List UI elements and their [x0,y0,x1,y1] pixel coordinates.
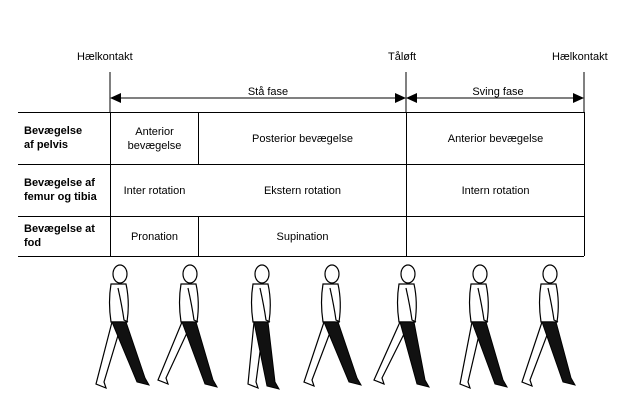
walking-figure [521,264,577,388]
walking-figure [157,264,219,388]
cell-femur-inter: Inter rotation [123,184,186,197]
walking-figure [303,264,363,388]
cell-pelvis-anterior-1: Anterior bevægelse [127,125,182,152]
cell-foot-pronation: Pronation [130,230,179,243]
table-col-line-1 [110,112,111,256]
cell-femur-ekstern: Ekstern rotation [263,184,342,197]
walking-figure [95,264,151,390]
row-label-femur-tibia: Bevægelse af femur og tibia [24,177,97,203]
table-col-line-3 [406,112,407,256]
cell-femur-intern: Intern rotation [461,184,530,197]
row-label-foot: Bevægelse at fod [24,223,95,249]
cell-pelvis-anterior-2: Anterior bevægelse [447,132,544,145]
stance-phase-label: Stå fase [247,86,289,98]
table-col-line-2c [198,216,199,256]
table-border-top [18,112,584,113]
marker-heel-strike-start: Hælkontakt [77,51,133,63]
table-divider-2 [18,216,584,217]
phase-arrows [109,72,585,112]
cell-foot-empty [407,217,584,256]
table-divider-1 [18,164,584,165]
walking-figure [373,264,431,388]
table-col-line-2a [198,112,199,164]
table-col-line-4 [584,112,585,256]
cell-foot-supination: Supination [276,230,329,243]
marker-heel-strike-end: Hælkontakt [552,51,608,63]
cell-pelvis-posterior: Posterior bevægelse [252,132,353,145]
gait-cycle-figures [95,264,577,390]
swing-phase-label: Sving fase [472,86,524,98]
walking-figure [247,264,281,390]
row-label-pelvis: Bevægelse af pelvis [24,125,83,151]
table-border-bottom [18,256,584,257]
marker-toe-off: Tåløft [388,51,417,63]
walking-figure [459,264,509,390]
